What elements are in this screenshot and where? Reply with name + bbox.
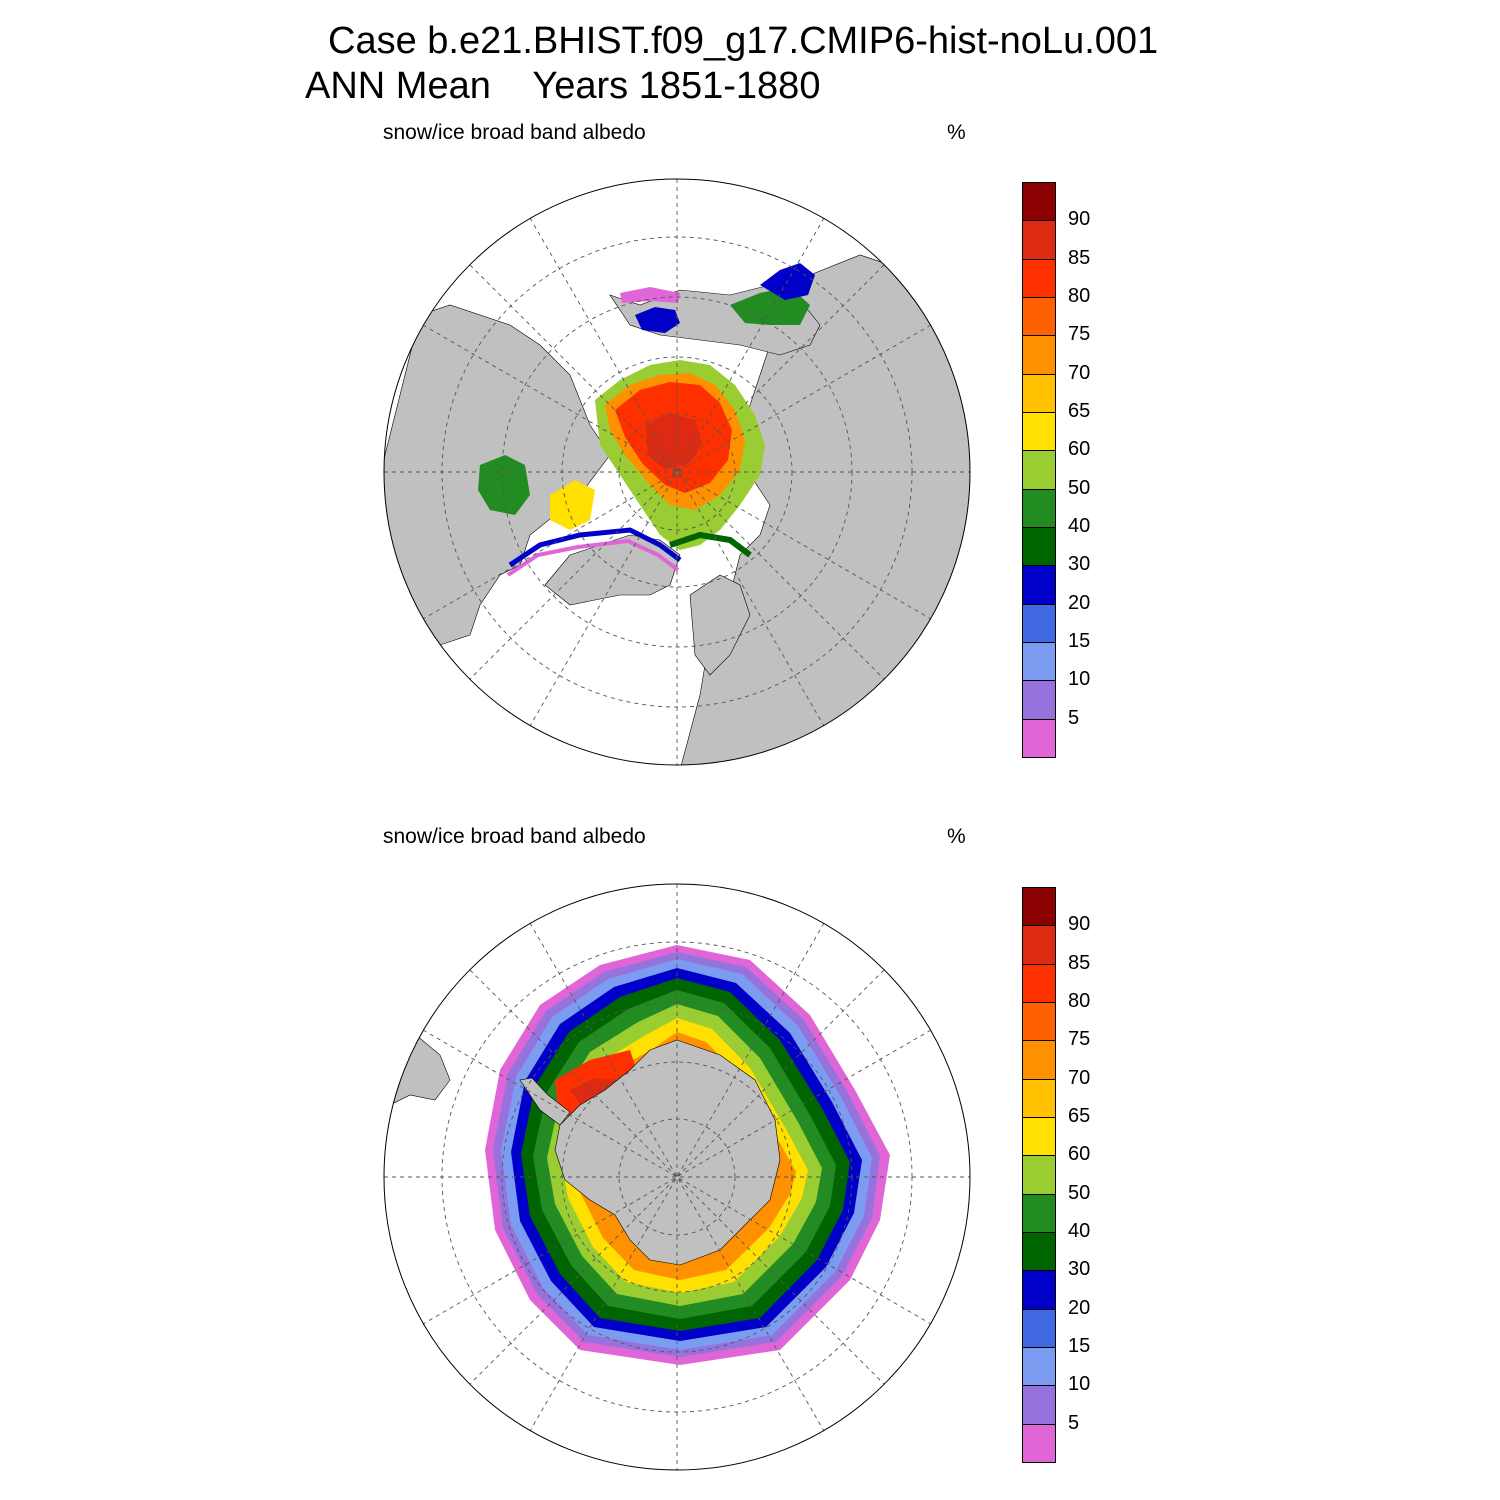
colorbar-swatch bbox=[1022, 1078, 1056, 1118]
colorbar-tick-label: 50 bbox=[1068, 1181, 1091, 1204]
colorbar-tick-label: 30 bbox=[1068, 553, 1091, 576]
colorbar-south: 5 10 15 20 30 40 50 60 65 70 75 80 85 90 bbox=[1022, 887, 1090, 1463]
graticule bbox=[384, 884, 970, 1470]
panel-north-unit: % bbox=[947, 121, 966, 144]
map-border bbox=[383, 883, 971, 1471]
colorbar-swatch bbox=[1022, 258, 1056, 298]
colorbar-swatch bbox=[1022, 1423, 1056, 1463]
colorbar-tick-label: 40 bbox=[1068, 1220, 1091, 1242]
figure-title-case: Case b.e21.BHIST.f09_g17.CMIP6-hist-noLu… bbox=[328, 20, 1159, 62]
figure-title-period: ANN Mean Years 1851-1880 bbox=[305, 65, 821, 107]
colorbar-swatch bbox=[1022, 450, 1056, 490]
map-border bbox=[383, 178, 971, 766]
colorbar-tick-label: 65 bbox=[1068, 1105, 1091, 1127]
colorbar-tick-label: 60 bbox=[1068, 438, 1091, 461]
colorbar-tick-label: 10 bbox=[1068, 1373, 1091, 1396]
colorbar-tick-label: 15 bbox=[1068, 1335, 1091, 1357]
colorbar-tick-label: 40 bbox=[1068, 515, 1091, 537]
panel-south-label: snow/ice broad band albedo bbox=[383, 825, 646, 848]
colorbar-swatch bbox=[1022, 182, 1056, 222]
sea-ice-labrador-edge2 bbox=[506, 538, 680, 577]
sea-ice-bering-edge bbox=[620, 287, 680, 303]
colorbar-tick-label: 15 bbox=[1068, 630, 1091, 652]
colorbar-tick-label: 80 bbox=[1068, 990, 1091, 1012]
colorbar-swatch bbox=[1022, 642, 1056, 682]
colorbar-tick-label: 65 bbox=[1068, 400, 1091, 422]
colorbar-tick-label: 70 bbox=[1068, 1066, 1091, 1089]
colorbar-swatch bbox=[1022, 1347, 1056, 1387]
colorbar-tick-label: 60 bbox=[1068, 1143, 1091, 1166]
colorbar-swatch bbox=[1022, 527, 1056, 567]
graticule bbox=[384, 179, 970, 765]
colorbar-tick-label: 20 bbox=[1068, 1296, 1091, 1319]
south-polar-map bbox=[383, 883, 971, 1471]
colorbar-swatch bbox=[1022, 1270, 1056, 1310]
colorbar-swatch bbox=[1022, 1193, 1056, 1233]
colorbar-swatch bbox=[1022, 963, 1056, 1003]
colorbar-tick-label: 20 bbox=[1068, 591, 1091, 614]
sea-ice-arctic-center bbox=[645, 413, 702, 470]
land-antarctic-peninsula bbox=[519, 1077, 571, 1126]
sea-ice-hudson bbox=[478, 455, 530, 515]
colorbar-tick-label: 50 bbox=[1068, 476, 1091, 499]
panel-north-label: snow/ice broad band albedo bbox=[383, 121, 646, 144]
colorbar-tick-label: 90 bbox=[1068, 208, 1091, 231]
colorbar-tick-label: 10 bbox=[1068, 668, 1091, 691]
colorbar-tick-label: 75 bbox=[1068, 1028, 1091, 1051]
colorbar-north: 5 10 15 20 30 40 50 60 65 70 75 80 85 90 bbox=[1022, 182, 1090, 758]
colorbar-swatch bbox=[1022, 1002, 1056, 1042]
sea-ice-baffin bbox=[550, 480, 595, 530]
colorbar-swatch bbox=[1022, 1385, 1056, 1425]
north-polar-map bbox=[383, 178, 971, 766]
panel-south-unit: % bbox=[947, 825, 966, 848]
colorbar-swatch bbox=[1022, 297, 1056, 337]
colorbar-swatch bbox=[1022, 335, 1056, 375]
colorbar-swatch bbox=[1022, 1117, 1056, 1157]
colorbar-swatch bbox=[1022, 1232, 1056, 1272]
colorbar-swatch bbox=[1022, 488, 1056, 528]
colorbar-tick-label: 85 bbox=[1068, 951, 1091, 974]
colorbar-swatch bbox=[1022, 887, 1056, 927]
colorbar-tick-label: 5 bbox=[1068, 1411, 1080, 1434]
colorbar-swatch bbox=[1022, 220, 1056, 260]
colorbar-swatch bbox=[1022, 718, 1056, 758]
colorbar-swatch bbox=[1022, 1308, 1056, 1348]
colorbar-tick-label: 80 bbox=[1068, 285, 1091, 307]
colorbar-swatch bbox=[1022, 1040, 1056, 1080]
colorbar-swatch bbox=[1022, 1155, 1056, 1195]
sea-ice-bering bbox=[635, 307, 680, 333]
colorbar-swatch bbox=[1022, 603, 1056, 643]
colorbar-tick-label: 70 bbox=[1068, 361, 1091, 384]
colorbar-tick-label: 75 bbox=[1068, 323, 1091, 346]
colorbar-swatch bbox=[1022, 412, 1056, 452]
colorbar-tick-label: 5 bbox=[1068, 706, 1080, 729]
colorbar-tick-label: 30 bbox=[1068, 1258, 1091, 1281]
land-eurasia bbox=[679, 254, 970, 765]
colorbar-swatch bbox=[1022, 925, 1056, 965]
colorbar-tick-label: 85 bbox=[1068, 246, 1091, 269]
sea-ice-labrador-edge bbox=[508, 527, 682, 568]
colorbar-tick-label: 90 bbox=[1068, 913, 1091, 936]
colorbar-swatch bbox=[1022, 373, 1056, 413]
colorbar-swatch bbox=[1022, 680, 1056, 720]
colorbar-swatch bbox=[1022, 565, 1056, 605]
